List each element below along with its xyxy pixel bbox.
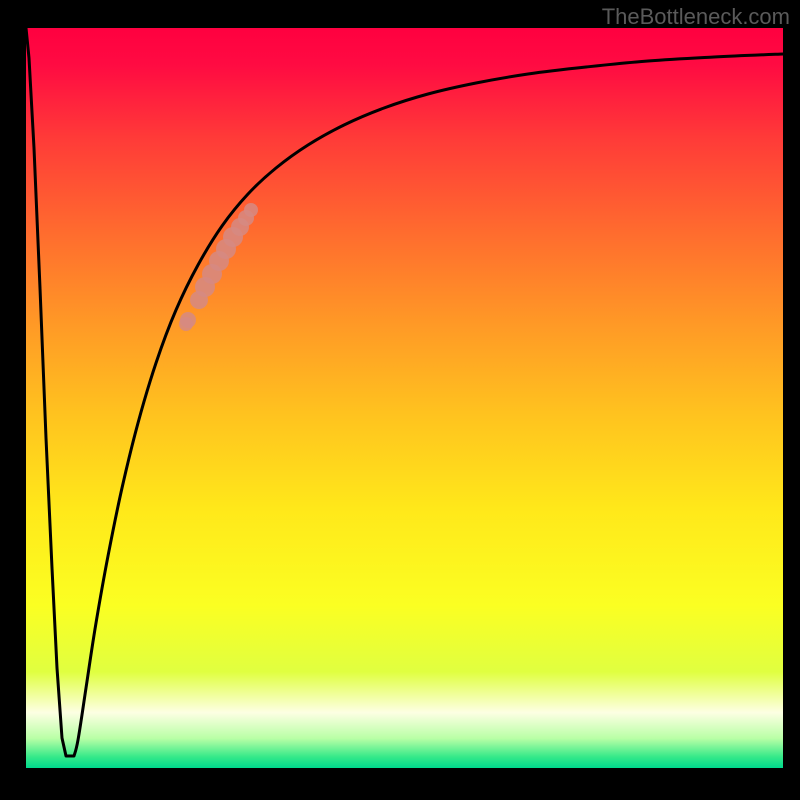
marker-group — [179, 203, 258, 331]
data-marker — [244, 203, 258, 217]
data-marker — [179, 317, 193, 331]
plot-area — [26, 28, 783, 768]
watermark-text: TheBottleneck.com — [602, 4, 790, 30]
bottleneck-curve — [26, 28, 783, 756]
curve-layer — [26, 28, 783, 768]
